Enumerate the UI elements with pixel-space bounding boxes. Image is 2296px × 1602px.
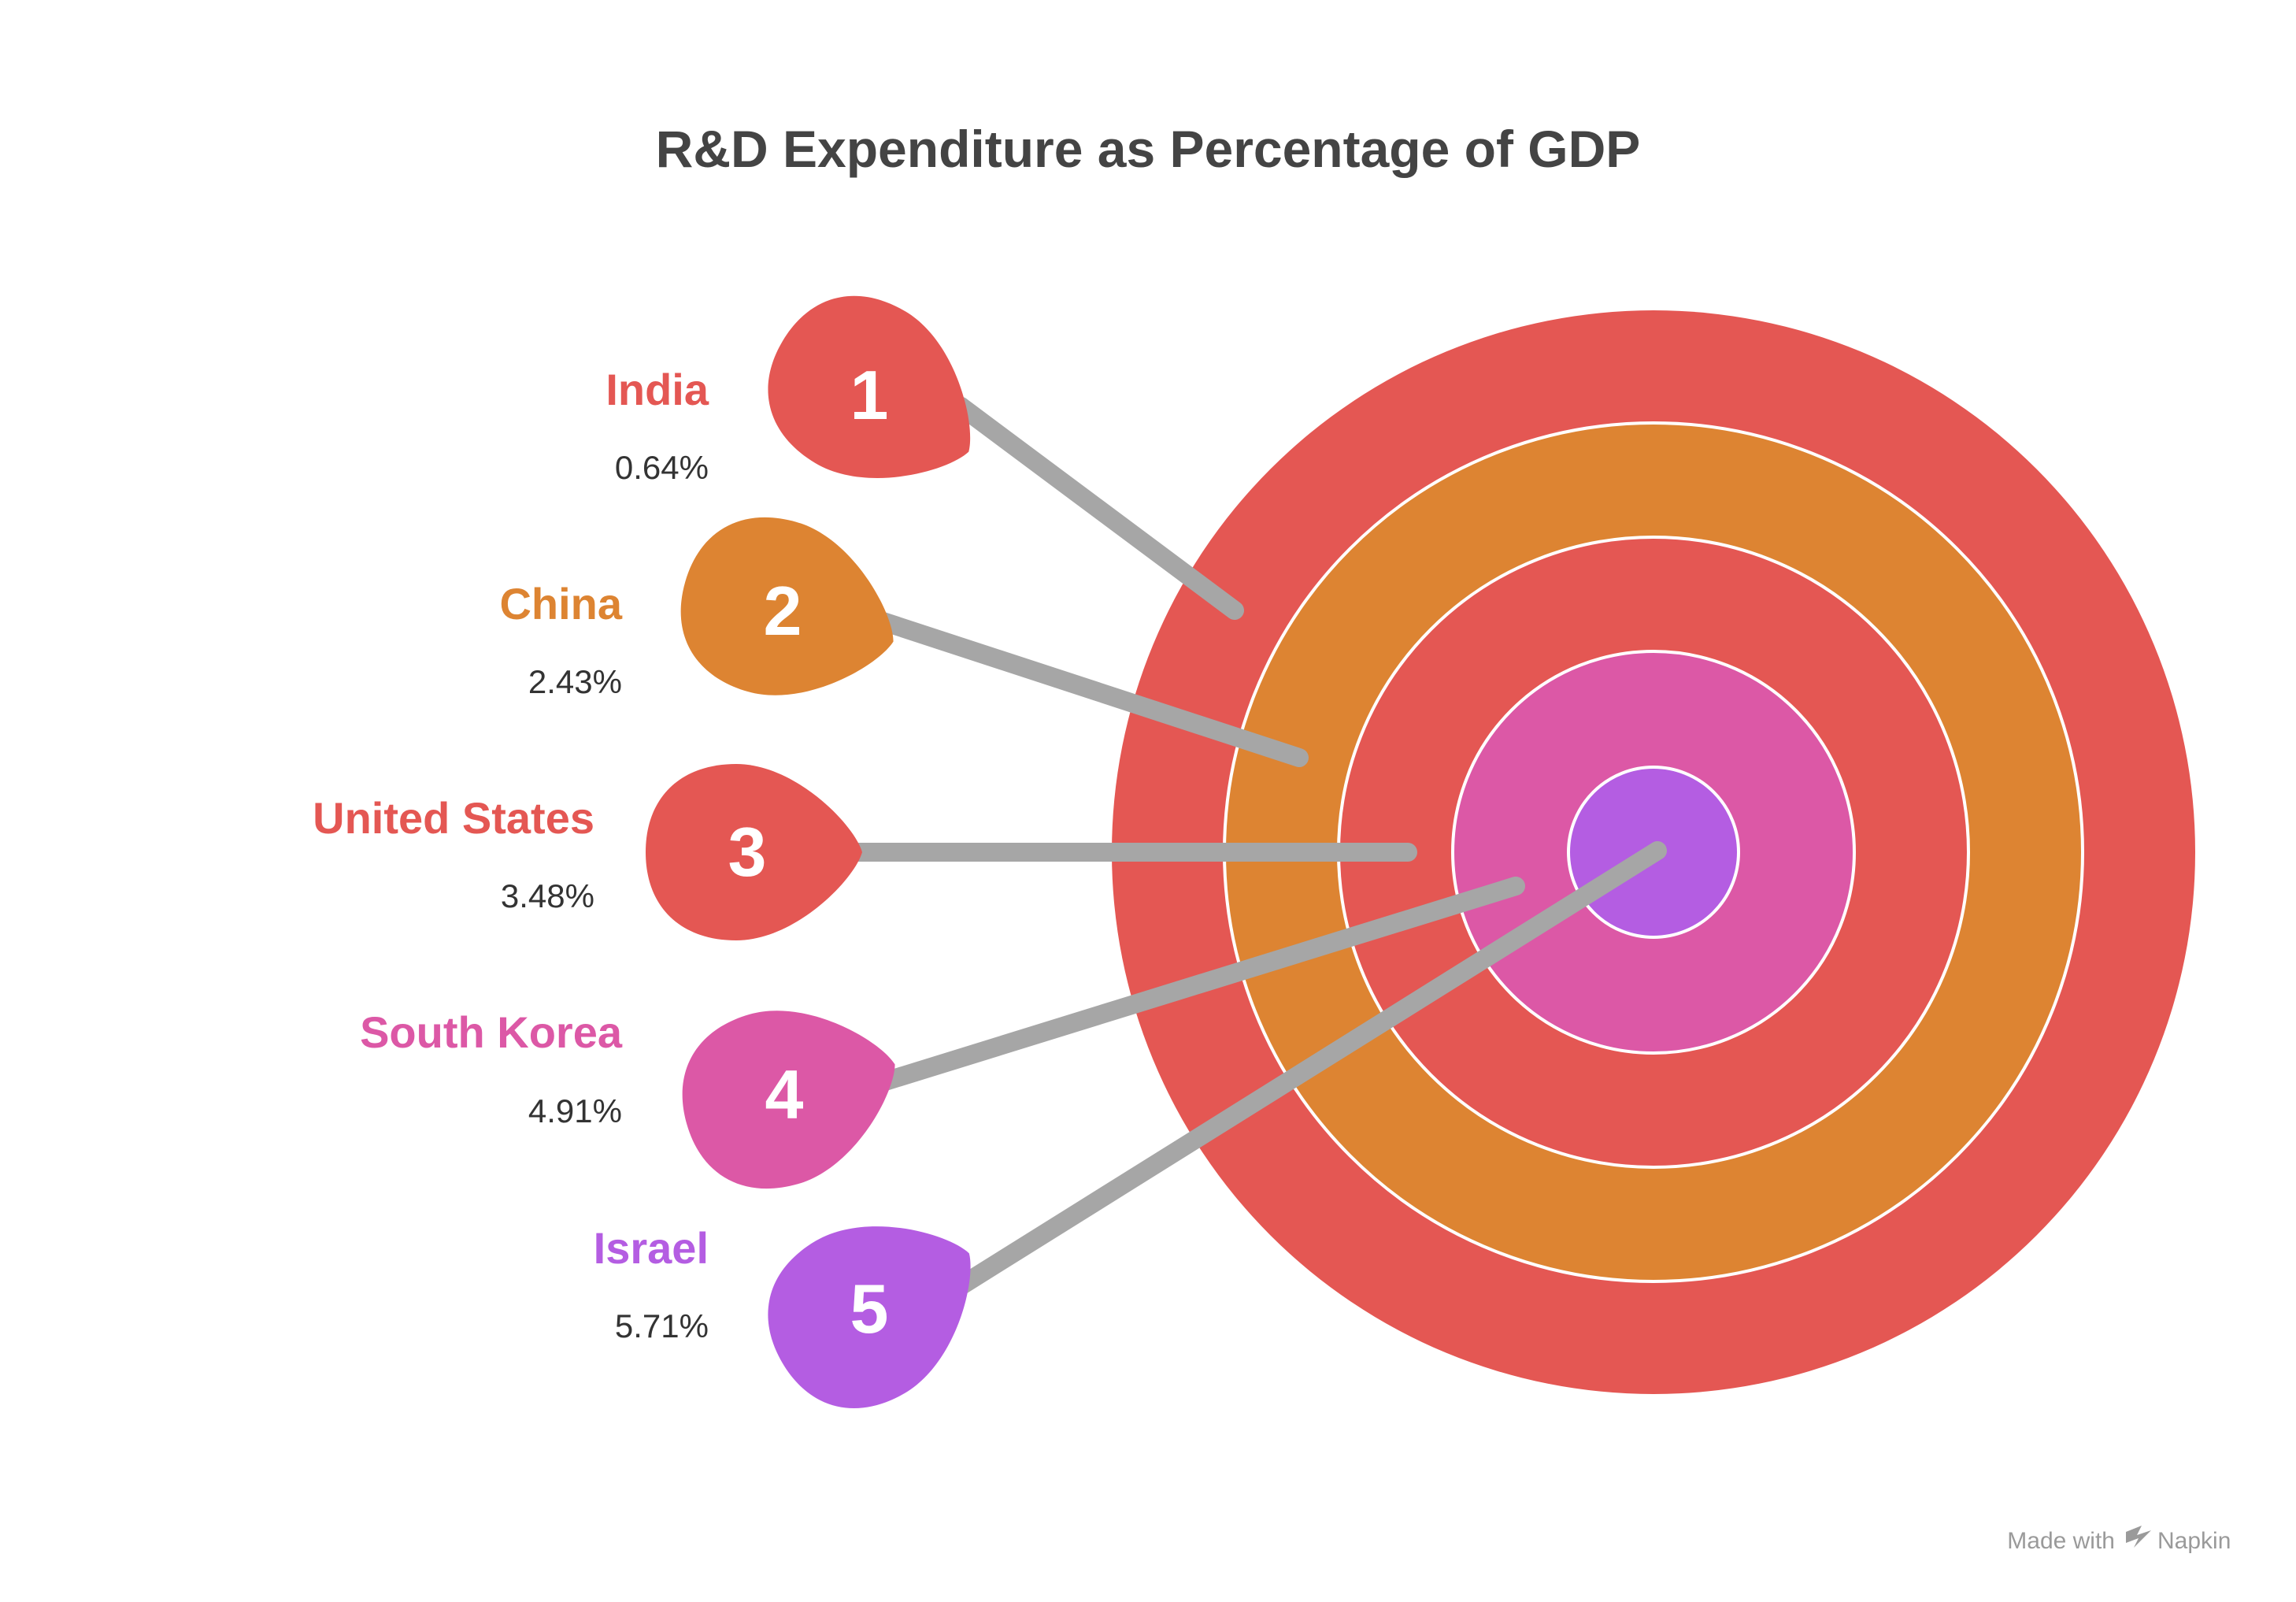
dart-item: 1 India 0.64% [605,295,971,486]
country-value: 2.43% [528,663,622,700]
dart-shafts [829,396,1667,1296]
dart-item: 2 China 2.43% [499,517,894,700]
dart-flight [768,1226,971,1408]
dart-shaft [951,841,1667,1296]
diagram-title: R&D Expenditure as Percentage of GDP [656,120,1641,178]
target-board [1112,310,2195,1394]
credit-prefix: Made with [2007,1528,2115,1554]
country-name: Israel [594,1223,709,1273]
dart-item: 4 South Korea 4.91% [360,1007,895,1189]
dart-flight [768,295,971,478]
credit-brand: Napkin [2157,1528,2231,1554]
country-value: 5.71% [615,1307,709,1344]
country-name: South Korea [360,1007,623,1057]
country-value: 0.64% [615,449,709,486]
dart-shaft [865,609,1309,767]
country-value: 4.91% [528,1092,622,1129]
dart-item: 5 Israel 5.71% [594,1223,971,1408]
country-name: India [605,365,709,414]
dart-rank-number: 4 [765,1055,804,1133]
dart-rank-number: 1 [850,356,889,434]
country-name: China [499,579,622,629]
dart-rank-number: 5 [850,1270,889,1348]
dart-shaft [866,877,1525,1094]
dart-item: 3 United States 3.48% [313,764,862,940]
country-value: 3.48% [501,877,594,914]
dart-rank-number: 3 [728,813,767,891]
made-with-napkin-credit: Made with Napkin [2007,1526,2231,1554]
dart-list: 1 India 0.64% 2 China 2.43% 3 United States 3.48… [313,295,971,1408]
country-name: United States [313,793,594,843]
dart-shaft [951,396,1244,620]
dart-flight [646,764,862,940]
napkin-logo-icon [2126,1526,2151,1548]
dart-flight [682,1011,895,1189]
dart-flight [680,517,894,695]
dart-rank-number: 2 [764,572,802,650]
